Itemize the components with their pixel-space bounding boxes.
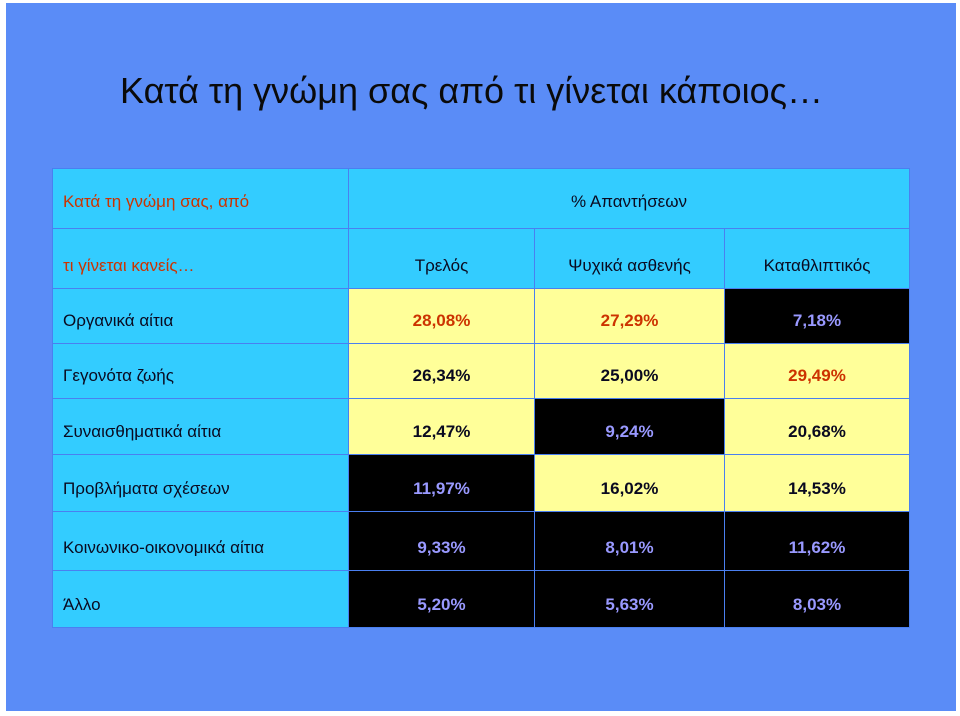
corner-line-1: Κατά τη γνώμη σας, από <box>52 168 349 229</box>
value-cell: 8,01% <box>534 511 725 571</box>
column-header-katathliptikos: Καταθλιπτικός <box>723 228 911 289</box>
table-row: Προβλήματα σχέσεων 11,97% 16,02% 14,53% <box>52 454 911 512</box>
value-cell: 11,97% <box>348 454 535 512</box>
slide-title: Κατά τη γνώμη σας από τι γίνεται κάποιος… <box>120 70 823 111</box>
header-row-1: Κατά τη γνώμη σας, από % Απαντήσεων <box>52 168 911 229</box>
results-table: Κατά τη γνώμη σας, από % Απαντήσεων τι γ… <box>52 168 911 628</box>
value-cell: 9,24% <box>534 398 725 455</box>
table-row: Άλλο 5,20% 5,63% 8,03% <box>52 570 911 628</box>
super-header: % Απαντήσεων <box>347 168 911 229</box>
row-label: Άλλο <box>52 570 349 628</box>
row-label: Προβλήματα σχέσεων <box>52 454 349 512</box>
row-label: Κοινωνικο-οικονομικά αίτια <box>52 511 349 571</box>
value-cell: 29,49% <box>723 343 911 399</box>
value-cell: 5,20% <box>348 570 535 628</box>
table-row: Συναισθηματικά αίτια 12,47% 9,24% 20,68% <box>52 398 911 455</box>
table-row: Οργανικά αίτια 28,08% 27,29% 7,18% <box>52 288 911 344</box>
column-header-psychika-asthenis: Ψυχικά ασθενής <box>534 228 725 289</box>
value-cell: 14,53% <box>723 454 911 512</box>
column-header-trelos: Τρελός <box>348 228 535 289</box>
value-cell: 20,68% <box>723 398 911 455</box>
table-row: Γεγονότα ζωής 26,34% 25,00% 29,49% <box>52 343 911 399</box>
value-cell: 16,02% <box>534 454 725 512</box>
value-cell: 28,08% <box>348 288 535 344</box>
table-row: Κοινωνικο-οικονομικά αίτια 9,33% 8,01% 1… <box>52 511 911 571</box>
value-cell: 26,34% <box>348 343 535 399</box>
row-label: Οργανικά αίτια <box>52 288 349 344</box>
corner-line-2: τι γίνεται κανείς… <box>52 228 349 289</box>
value-cell: 27,29% <box>534 288 725 344</box>
value-cell: 9,33% <box>348 511 535 571</box>
header-row-2: τι γίνεται κανείς… Τρελός Ψυχικά ασθενής… <box>52 228 911 289</box>
row-label: Συναισθηματικά αίτια <box>52 398 349 455</box>
value-cell: 5,63% <box>534 570 725 628</box>
value-cell: 7,18% <box>723 288 911 344</box>
value-cell: 11,62% <box>723 511 911 571</box>
value-cell: 8,03% <box>723 570 911 628</box>
value-cell: 12,47% <box>348 398 535 455</box>
row-label: Γεγονότα ζωής <box>52 343 349 399</box>
value-cell: 25,00% <box>534 343 725 399</box>
